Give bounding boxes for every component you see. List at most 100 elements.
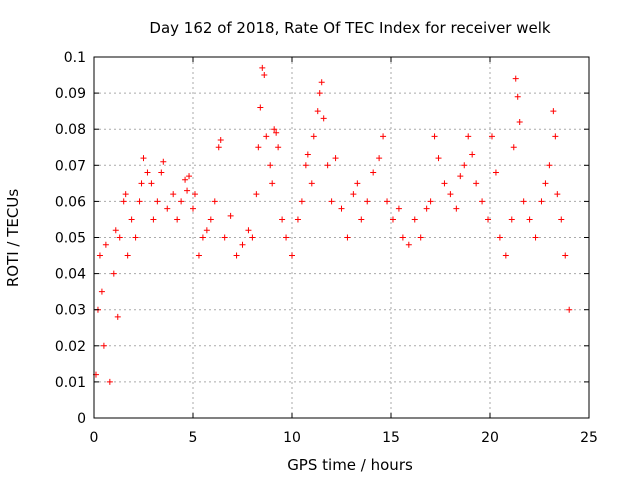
data-point	[447, 191, 454, 198]
data-point	[320, 115, 327, 122]
data-point	[508, 216, 515, 223]
data-point	[512, 75, 519, 82]
data-point	[376, 155, 383, 162]
data-point	[318, 79, 325, 86]
data-point	[554, 191, 561, 198]
data-point	[411, 216, 418, 223]
data-point	[370, 169, 377, 176]
data-point	[289, 252, 295, 259]
data-point	[148, 180, 155, 187]
y-tick-label: 0	[77, 411, 86, 427]
data-point	[275, 144, 282, 151]
data-point	[457, 173, 464, 180]
data-point	[279, 216, 286, 223]
data-point	[304, 151, 311, 158]
data-point	[170, 191, 177, 198]
x-axis-label: GPS time / hours	[287, 456, 413, 474]
y-tick-label: 0.04	[55, 267, 86, 283]
data-point	[562, 252, 569, 259]
data-point	[233, 252, 240, 259]
data-point	[338, 205, 345, 212]
data-point	[114, 313, 121, 320]
data-point	[302, 162, 309, 169]
data-point	[195, 252, 202, 259]
data-point	[469, 151, 476, 158]
data-point	[479, 198, 486, 205]
data-point	[427, 198, 434, 205]
data-point	[399, 234, 406, 241]
y-tick-label: 0.06	[55, 194, 86, 210]
data-point	[324, 162, 331, 169]
y-axis-label: ROTI / TECUs	[4, 189, 22, 287]
data-point	[140, 155, 147, 162]
data-points	[92, 64, 573, 385]
data-point	[520, 198, 527, 205]
data-point	[405, 241, 412, 248]
data-point	[184, 187, 191, 194]
data-point	[308, 180, 315, 187]
y-tick-label: 0.1	[64, 50, 86, 66]
data-point	[217, 137, 224, 144]
data-point	[389, 216, 396, 223]
data-point	[239, 241, 246, 248]
data-point	[203, 227, 210, 234]
data-point	[350, 191, 357, 198]
data-point	[514, 93, 521, 100]
data-point	[136, 198, 143, 205]
data-point	[566, 306, 573, 313]
data-point	[158, 169, 165, 176]
data-point	[441, 180, 448, 187]
data-point	[245, 227, 252, 234]
data-point	[164, 205, 171, 212]
x-tick-label: 10	[283, 430, 301, 446]
y-tick-label: 0.05	[55, 231, 86, 247]
data-point	[116, 234, 123, 241]
data-point	[316, 90, 323, 97]
data-point	[473, 180, 480, 187]
data-point	[496, 234, 503, 241]
data-point	[344, 234, 351, 241]
data-point	[259, 64, 266, 71]
data-point	[255, 144, 262, 151]
data-point	[144, 169, 151, 176]
data-point	[465, 133, 472, 140]
data-point	[453, 205, 460, 212]
chart-title: Day 162 of 2018, Rate Of TEC Index for r…	[149, 19, 550, 37]
data-point	[215, 144, 222, 151]
data-point	[435, 155, 442, 162]
y-tick-label: 0.02	[55, 339, 86, 355]
data-point	[488, 133, 495, 140]
data-point	[550, 108, 557, 115]
data-point	[395, 205, 402, 212]
data-point	[132, 234, 139, 241]
data-point	[227, 212, 234, 219]
data-point	[294, 216, 301, 223]
data-point	[267, 162, 274, 169]
data-point	[328, 198, 335, 205]
data-point	[516, 118, 523, 125]
data-point	[211, 198, 218, 205]
data-point	[354, 180, 361, 187]
data-point	[138, 180, 145, 187]
data-point	[160, 158, 167, 165]
data-point	[431, 133, 438, 140]
data-point	[417, 234, 424, 241]
y-tick-label: 0.07	[55, 158, 86, 174]
data-point	[558, 216, 565, 223]
data-point	[314, 108, 321, 115]
x-tick-label: 0	[90, 430, 99, 446]
data-point	[106, 378, 113, 385]
data-point	[150, 216, 157, 223]
data-point	[100, 342, 107, 349]
data-point	[257, 104, 264, 111]
data-point	[128, 216, 135, 223]
data-point	[423, 205, 430, 212]
data-point	[190, 205, 196, 212]
data-point	[364, 198, 371, 205]
data-point	[384, 198, 391, 205]
data-point	[502, 252, 509, 259]
x-tick-label: 15	[382, 430, 400, 446]
data-point	[174, 216, 181, 223]
